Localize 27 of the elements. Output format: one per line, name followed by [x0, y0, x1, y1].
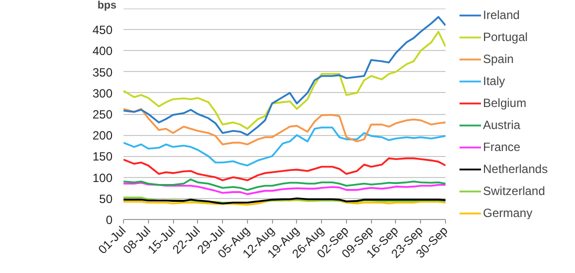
legend-label: Ireland [483, 8, 520, 22]
y-tick-label: 250 [92, 108, 113, 122]
legend-label: Belgium [483, 96, 526, 110]
y-tick-label: 50 [99, 192, 113, 206]
legend-label: France [483, 140, 520, 154]
y-tick-label: 150 [92, 150, 113, 164]
y-tick-label: 350 [92, 65, 113, 80]
line-series [124, 30, 446, 130]
line-series [124, 108, 446, 146]
y-tick-label: 100 [92, 170, 113, 185]
legend-label: Portugal [483, 30, 528, 44]
line-series [124, 178, 446, 191]
legend-label: Spain [483, 52, 514, 66]
legend-label: Netherlands [483, 162, 548, 176]
line-series [124, 126, 446, 166]
legend-label: Italy [483, 74, 506, 88]
line-series [124, 182, 446, 196]
y-tick-label: 200 [92, 128, 113, 143]
legend-label: Austria [483, 118, 520, 132]
y-tick-label: 300 [92, 86, 113, 100]
y-tick-label: 400 [92, 44, 113, 58]
y-tick-label: 0 [106, 213, 113, 227]
y-axis-title: bps [98, 0, 117, 12]
line-series [124, 16, 446, 136]
line-series [124, 157, 446, 182]
legend-label: Switzerland [483, 184, 546, 198]
y-tick-label: 450 [92, 23, 113, 38]
